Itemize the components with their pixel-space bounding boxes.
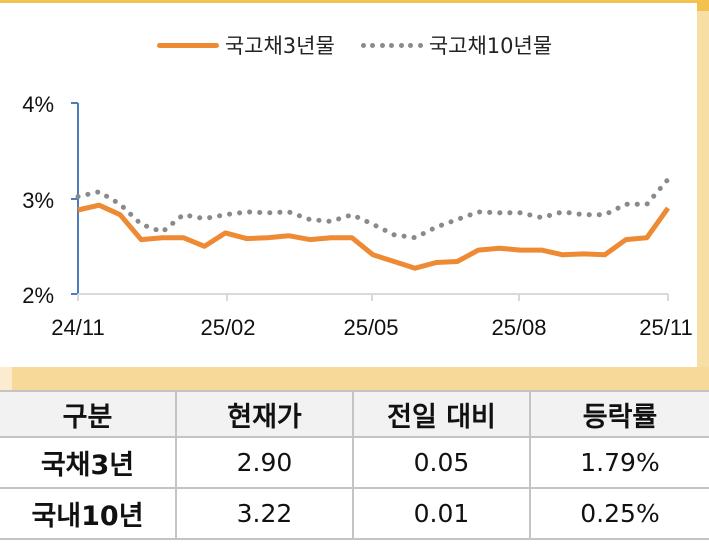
header-change-rate: 등락률 xyxy=(529,390,709,438)
change-rate-value: 0.25% xyxy=(529,487,709,540)
current-value: 3.22 xyxy=(175,487,354,540)
top-accent-border xyxy=(0,0,709,3)
header-change: 전일 대비 xyxy=(352,390,531,438)
row-label: 국채3년 xyxy=(0,436,177,489)
right-accent-corner xyxy=(697,3,709,11)
header-current: 현재가 xyxy=(175,390,354,438)
table-header-band-edge xyxy=(0,367,12,390)
table-header-band xyxy=(0,367,709,390)
solid-line-swatch-icon xyxy=(156,42,219,48)
line-chart: 4% 3% 2% 24/11 25/02 25/05 25/08 25/11 xyxy=(22,92,693,340)
x-label-2411: 24/11 xyxy=(51,315,104,340)
header-category: 구분 xyxy=(0,390,177,438)
series-3y-line xyxy=(77,202,671,271)
legend-label-10y: 국고채10년물 xyxy=(428,34,553,58)
current-value: 2.90 xyxy=(175,436,354,489)
series-10y-line xyxy=(75,176,671,241)
legend-item-10y: 국고채10년물 xyxy=(360,30,553,60)
change-rate-value: 1.79% xyxy=(529,436,709,489)
x-label-2502: 25/02 xyxy=(200,315,255,340)
table-header-row: 구분 현재가 전일 대비 등락률 xyxy=(0,390,709,438)
x-label-2508: 25/08 xyxy=(491,315,546,340)
x-label-2511: 25/11 xyxy=(639,315,692,340)
legend-label-3y: 국고채3년물 xyxy=(224,34,335,58)
x-label-2505: 25/05 xyxy=(343,315,398,340)
chart-legend: 국고채3년물 국고채10년물 xyxy=(0,28,709,62)
row-label: 국내10년 xyxy=(0,487,177,540)
table-row: 국내10년 3.22 0.01 0.25% xyxy=(0,487,709,540)
dotted-line-swatch-icon xyxy=(360,42,423,48)
change-value: 0.01 xyxy=(352,487,531,540)
y-label-3: 3% xyxy=(22,188,54,213)
chart-panel xyxy=(0,3,697,365)
y-label-2: 2% xyxy=(22,283,54,308)
change-value: 0.05 xyxy=(352,436,531,489)
x-ticks xyxy=(77,294,669,301)
y-label-4: 4% xyxy=(22,92,54,117)
yield-table: 구분 현재가 전일 대비 등락률 국채3년 2.90 0.05 1.79% 국내… xyxy=(0,390,709,540)
table-row: 국채3년 2.90 0.05 1.79% xyxy=(0,436,709,489)
right-accent-strip xyxy=(697,3,709,367)
legend-item-3y: 국고채3년물 xyxy=(156,30,335,60)
